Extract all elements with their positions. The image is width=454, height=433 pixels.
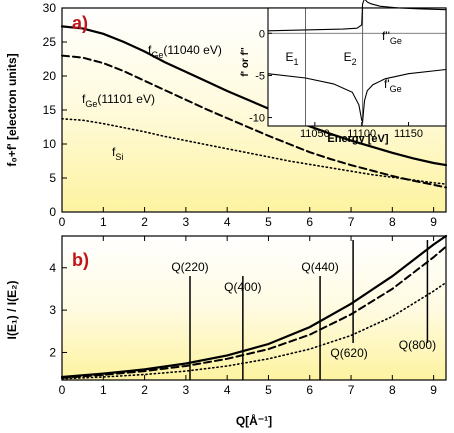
panel-a-series-0 <box>60 25 448 167</box>
inset-x-tick-label: 11150 <box>394 128 423 140</box>
panel-a-x-tick-label: 4 <box>224 215 231 229</box>
inset-y-tick-label: -10 <box>249 113 265 125</box>
panel-a-tag: a) <box>72 13 88 33</box>
panel-a-x-tick-label: 0 <box>59 215 66 229</box>
panel-b-x-tick-label: 7 <box>348 383 355 397</box>
panel-b-background <box>62 236 446 380</box>
reflection-label: Q(400) <box>224 280 261 294</box>
inset-y-tick-label: 0 <box>259 28 265 40</box>
reflection-label: Q(220) <box>171 260 208 274</box>
panel-a-curve-label: fGe(11101 eV) <box>82 92 155 109</box>
panel-a-x-tick-label: 2 <box>141 215 148 229</box>
panel-b-x-tick-label: 5 <box>265 383 272 397</box>
panel-a-x-tick-label: 9 <box>430 215 437 229</box>
panel-a-series-2 <box>61 118 447 185</box>
panel-a-curve-label: fSi <box>112 145 123 162</box>
panel-b-x-tick-label: 1 <box>100 383 107 397</box>
panel-b-frame <box>61 235 447 381</box>
panel-b-x-tick-label: 2 <box>141 383 148 397</box>
panel-b-x-tick-label: 4 <box>224 383 231 397</box>
panel-a-y-tick-label: 5 <box>49 171 56 185</box>
panel-a-curve-label: fGe(11040 eV) <box>148 43 222 60</box>
inset: 11050 11100 11150 0 -5 -10 E1 E2 f''Ge f'Ge f' o… <box>240 0 447 145</box>
panel-b-tag: b) <box>72 250 89 270</box>
panel-a-y-tick-label: 20 <box>43 69 57 83</box>
panel-b-series-2 <box>61 281 447 380</box>
reflection-label: Q(440) <box>301 260 338 274</box>
panel-b-x-tick-label: 8 <box>389 383 396 397</box>
panel-b: Q(220) Q(400) Q(440) Q(620) Q(800) 0 1 2 3 4 5 6 7 8… <box>5 234 448 397</box>
panel-b-series-0 <box>60 234 448 379</box>
panel-a-y-axis-label: f₀+f' [electron units] <box>5 53 19 166</box>
panel-a-y-tick-label: 0 <box>49 205 56 219</box>
inset-y-tick-label: -5 <box>255 70 265 82</box>
panel-b-y-axis-label: I(E₁) / I(E₂) <box>5 281 19 340</box>
panel-b-y-tick-label: 4 <box>49 261 56 275</box>
panel-b-y-tick-label: 2 <box>49 345 56 359</box>
inset-x-tick-label: 11100 <box>347 128 376 140</box>
inset-curve-label: f''Ge <box>382 29 402 46</box>
panel-b-x-tick-label: 6 <box>306 383 313 397</box>
inset-frame <box>267 7 447 127</box>
shared-x-axis-label: Q[Å⁻¹] <box>236 413 272 428</box>
inset-marker-label: E2 <box>344 50 357 67</box>
inset-series-1 <box>267 68 447 124</box>
panel-a-x-tick-label: 6 <box>306 215 313 229</box>
reflection-label: Q(800) <box>399 338 436 352</box>
panel-b-x-tick-label: 0 <box>59 383 66 397</box>
inset-x-axis-label: Energy [eV] <box>327 133 388 145</box>
panel-a-x-tick-label: 3 <box>183 215 190 229</box>
inset-curve-label: f'Ge <box>384 77 402 94</box>
inset-x-tick-label: 11050 <box>300 128 330 140</box>
panel-a-y-tick-label: 10 <box>43 137 57 151</box>
reflection-label: Q(620) <box>330 346 367 360</box>
panel-a-y-tick-label: 30 <box>43 1 57 15</box>
inset-y-axis-label: f' or f'' <box>240 47 251 76</box>
panel-b-x-tick-label: 3 <box>183 383 190 397</box>
panel-b-x-tick-label: 9 <box>430 383 437 397</box>
panel-a-x-tick-label: 5 <box>265 215 272 229</box>
inset-background <box>268 8 446 126</box>
inset-marker-label: E1 <box>285 50 298 67</box>
panel-a-y-tick-label: 25 <box>43 35 57 49</box>
panel-b-series-1 <box>61 245 447 379</box>
panel-a-series-1 <box>61 54 447 189</box>
panel-a-x-tick-label: 7 <box>348 215 355 229</box>
panel-a-x-tick-label: 1 <box>100 215 107 229</box>
panel-a-x-tick-label: 8 <box>389 215 396 229</box>
panel-a-y-tick-label: 15 <box>43 103 57 117</box>
panel-b-y-tick-label: 3 <box>49 303 56 317</box>
